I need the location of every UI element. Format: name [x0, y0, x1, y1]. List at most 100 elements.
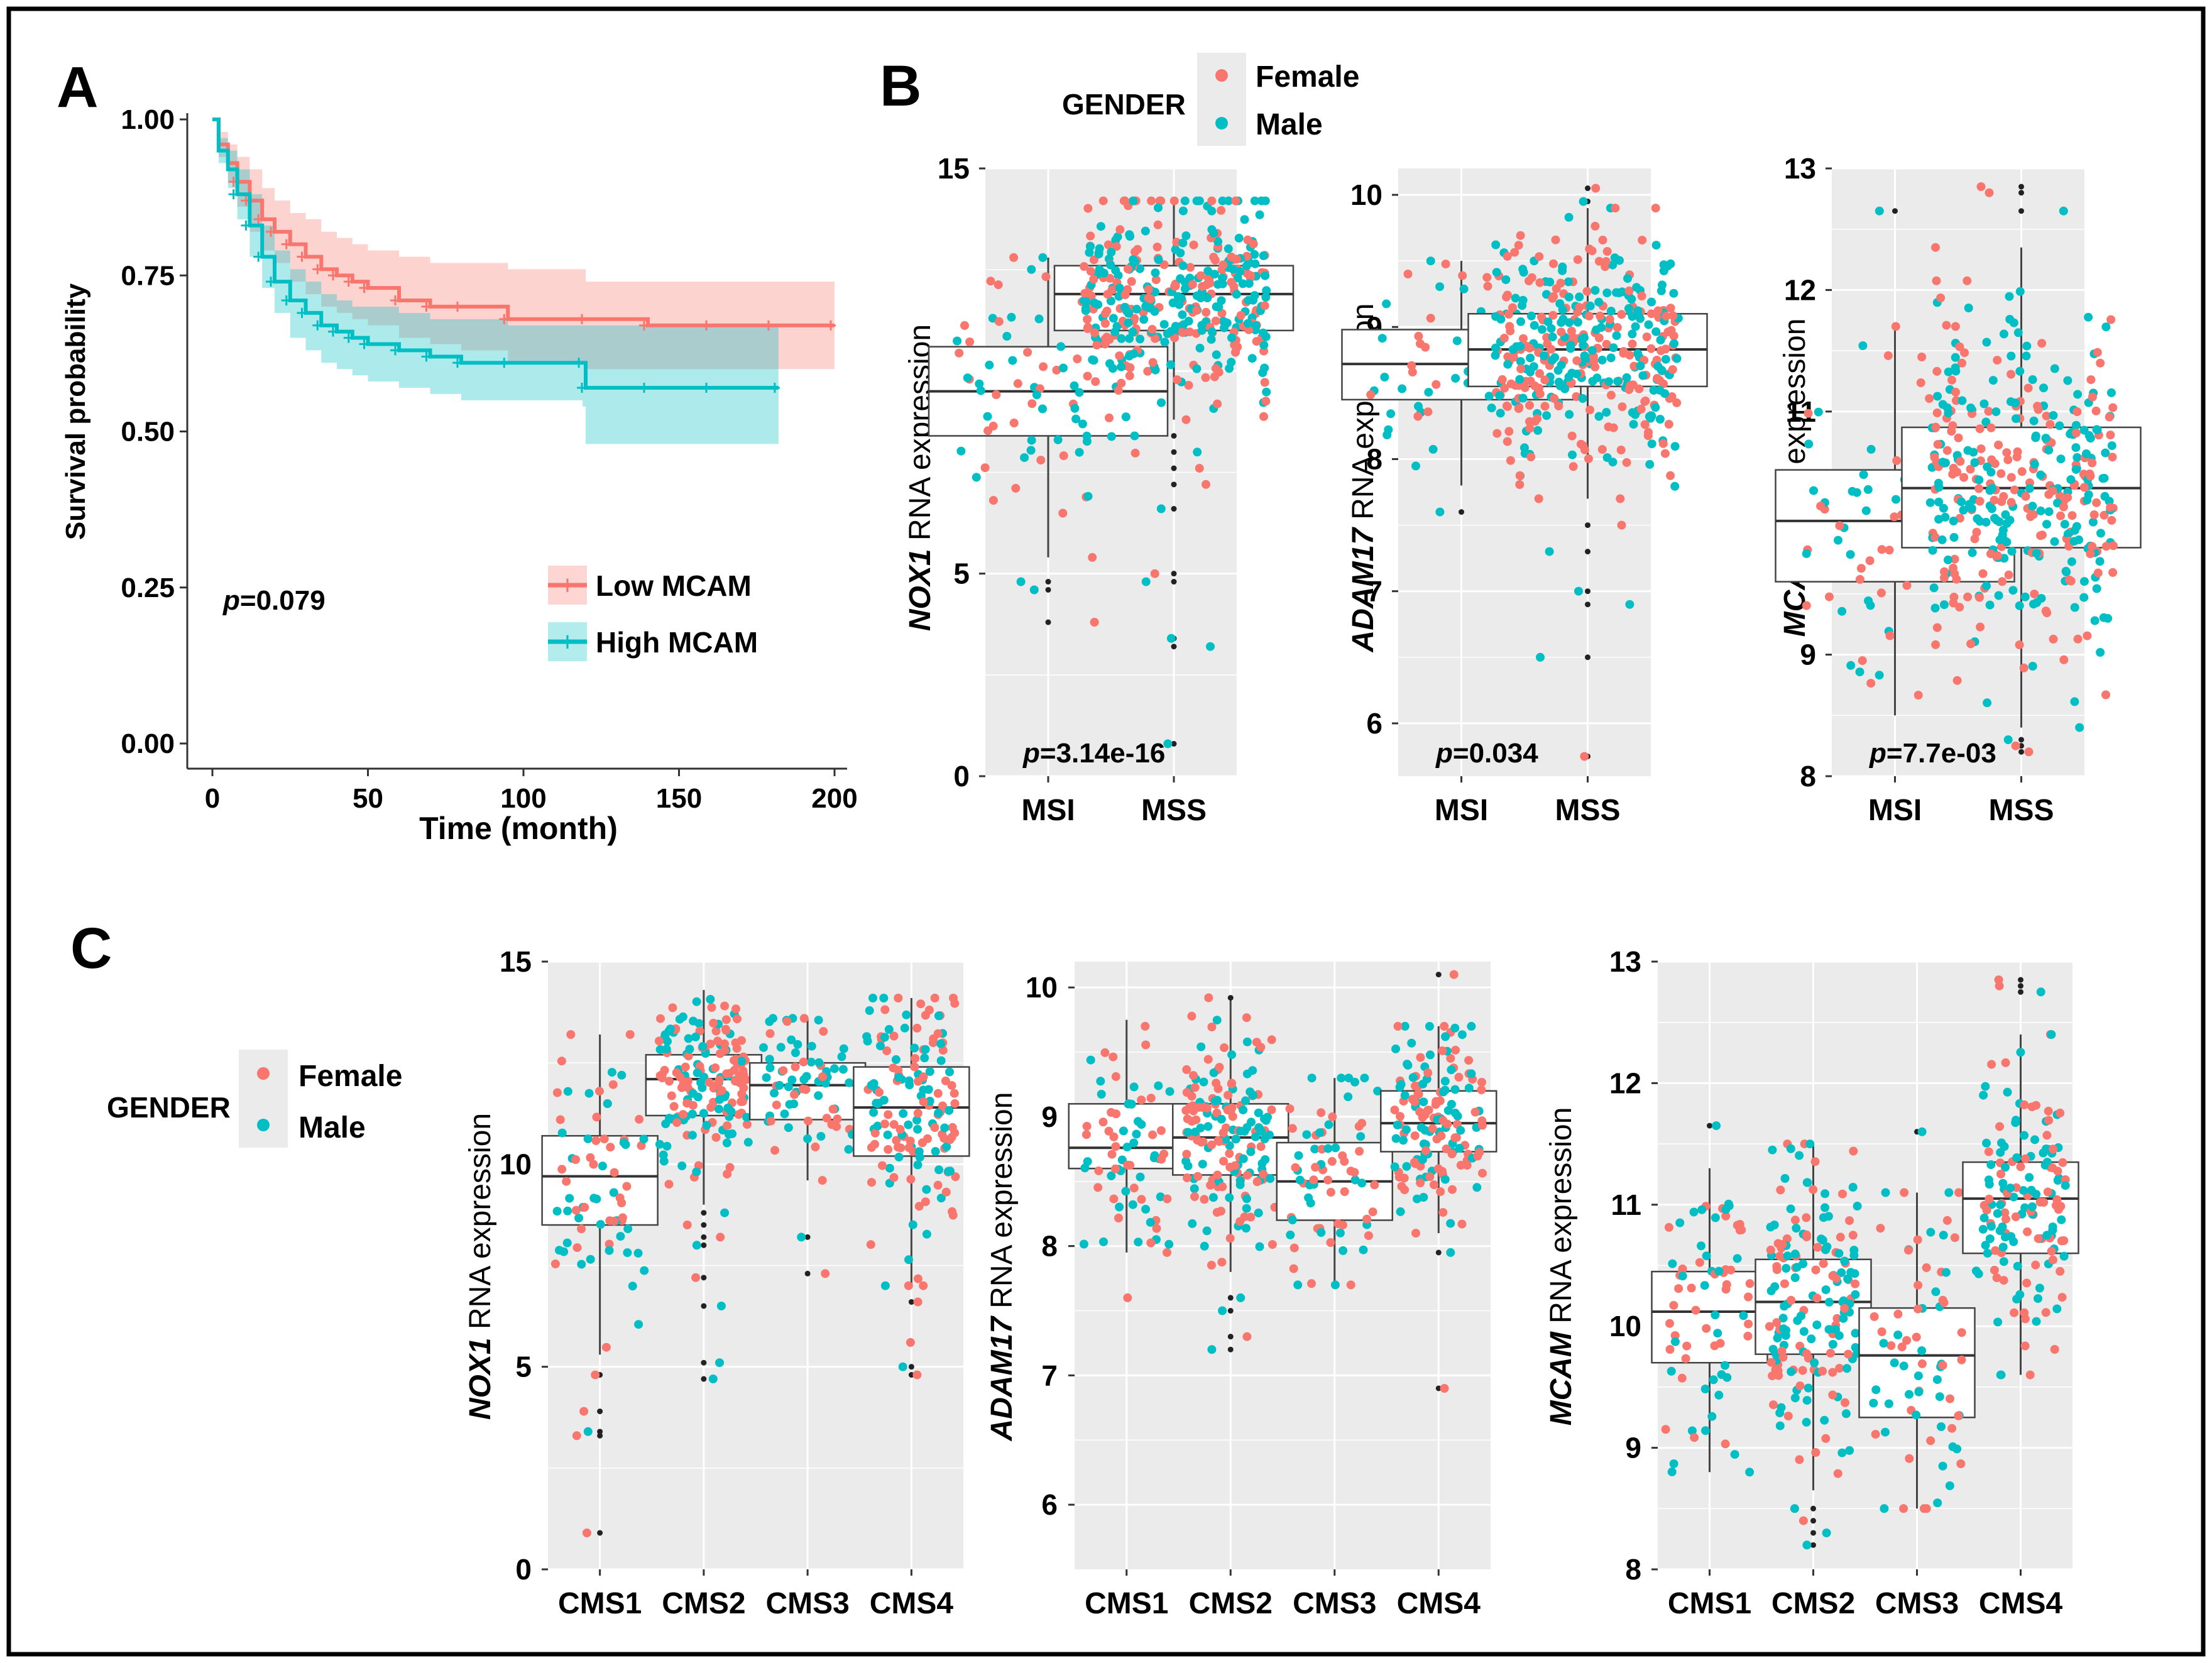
data-point — [1190, 1192, 1199, 1201]
data-point — [1515, 375, 1525, 384]
legend-dot-female — [1215, 69, 1228, 82]
data-point — [2007, 351, 2016, 361]
data-point — [899, 1109, 908, 1118]
data-point — [1425, 1172, 1435, 1182]
data-point — [1139, 315, 1149, 324]
data-point — [1845, 1216, 1854, 1226]
data-point — [1501, 275, 1511, 284]
data-point — [863, 1036, 872, 1046]
data-point — [1955, 603, 1964, 612]
data-point — [811, 1142, 820, 1151]
data-point — [1655, 376, 1664, 385]
censor-mark-low-mcam — [826, 320, 836, 331]
data-point — [2020, 1314, 2030, 1324]
data-point — [1662, 312, 1671, 321]
data-point — [1178, 261, 1188, 270]
data-point — [1509, 353, 1518, 362]
data-point — [1984, 407, 1993, 416]
data-point — [1147, 196, 1156, 206]
data-point — [1832, 1314, 1842, 1323]
data-point — [1665, 1345, 1675, 1354]
data-point — [1477, 1085, 1486, 1095]
data-point — [706, 1103, 716, 1112]
data-point — [1218, 260, 1228, 270]
data-point — [1335, 1228, 1345, 1238]
data-point — [1148, 1130, 1158, 1139]
data-point — [681, 1062, 690, 1072]
data-point — [1362, 1214, 1372, 1224]
data-point — [1550, 353, 1560, 362]
data-point — [693, 1068, 702, 1078]
data-point — [822, 1114, 831, 1123]
data-point — [1267, 1105, 1276, 1114]
data-point — [1682, 1341, 1692, 1351]
data-point — [1141, 1040, 1151, 1050]
data-point — [1438, 1208, 1448, 1217]
data-point — [1350, 1175, 1360, 1185]
data-point — [1986, 423, 1996, 432]
outlier-point — [597, 1530, 603, 1536]
gene-name: ADAM17 — [985, 1315, 1019, 1442]
data-point — [2010, 485, 2019, 495]
data-point — [1937, 535, 1947, 544]
data-point — [867, 1178, 876, 1187]
data-point — [1470, 1107, 1480, 1117]
data-point — [603, 1099, 612, 1108]
data-point — [1384, 425, 1393, 434]
x-tick-label: CMS1 — [1085, 1587, 1168, 1620]
data-point — [2003, 1087, 2012, 1097]
data-point — [2016, 1162, 2025, 1172]
data-point — [1687, 1283, 1696, 1293]
outlier-point — [1227, 1308, 1234, 1314]
data-point — [2021, 1154, 2030, 1163]
data-point — [1081, 1130, 1091, 1139]
outlier-point — [1810, 1542, 1816, 1548]
data-point — [691, 1273, 701, 1282]
data-point — [1414, 1090, 1423, 1099]
data-point — [1086, 266, 1095, 276]
data-point — [1672, 354, 1682, 363]
data-point — [983, 426, 993, 436]
data-point — [2072, 453, 2082, 462]
legend-mark-low-mcam: + — [559, 570, 576, 601]
data-point — [1640, 420, 1650, 429]
data-point — [2086, 549, 2095, 559]
data-point — [1619, 347, 1628, 356]
data-point — [1609, 423, 1618, 432]
y-tick-label: 0 — [515, 1553, 532, 1586]
data-point — [830, 1064, 839, 1073]
data-point — [1317, 1228, 1326, 1237]
legend-label-female: Female — [298, 1060, 402, 1093]
data-point — [1114, 1214, 1123, 1222]
data-point — [904, 1143, 914, 1153]
data-point — [965, 338, 975, 346]
data-point — [1974, 484, 1983, 493]
data-point — [1968, 548, 1977, 557]
data-point — [1657, 366, 1667, 375]
data-point — [1893, 1309, 1903, 1319]
data-point — [880, 1281, 890, 1290]
data-point — [2058, 1158, 2067, 1167]
data-point — [1180, 196, 1190, 206]
censor-mark-high-mcam — [343, 332, 354, 343]
outlier-point — [1585, 185, 1591, 192]
data-point — [1131, 448, 1140, 458]
data-point — [1608, 260, 1618, 270]
data-point — [2001, 1214, 2010, 1224]
gene-name: NOX1 — [464, 1337, 497, 1420]
data-point — [1440, 1384, 1449, 1393]
data-point — [1666, 304, 1675, 313]
data-point — [1722, 1280, 1731, 1289]
outlier-point — [1045, 579, 1051, 585]
data-point — [1163, 739, 1173, 749]
data-point — [1842, 1364, 1851, 1373]
data-point — [1458, 271, 1467, 280]
data-point — [765, 1063, 775, 1072]
data-point — [574, 1214, 583, 1222]
data-point — [1420, 1139, 1428, 1148]
outlier-point — [1810, 1530, 1816, 1536]
data-point — [1083, 371, 1092, 381]
data-point — [1377, 334, 1387, 343]
data-point — [2059, 206, 2068, 216]
data-point — [1535, 389, 1545, 398]
